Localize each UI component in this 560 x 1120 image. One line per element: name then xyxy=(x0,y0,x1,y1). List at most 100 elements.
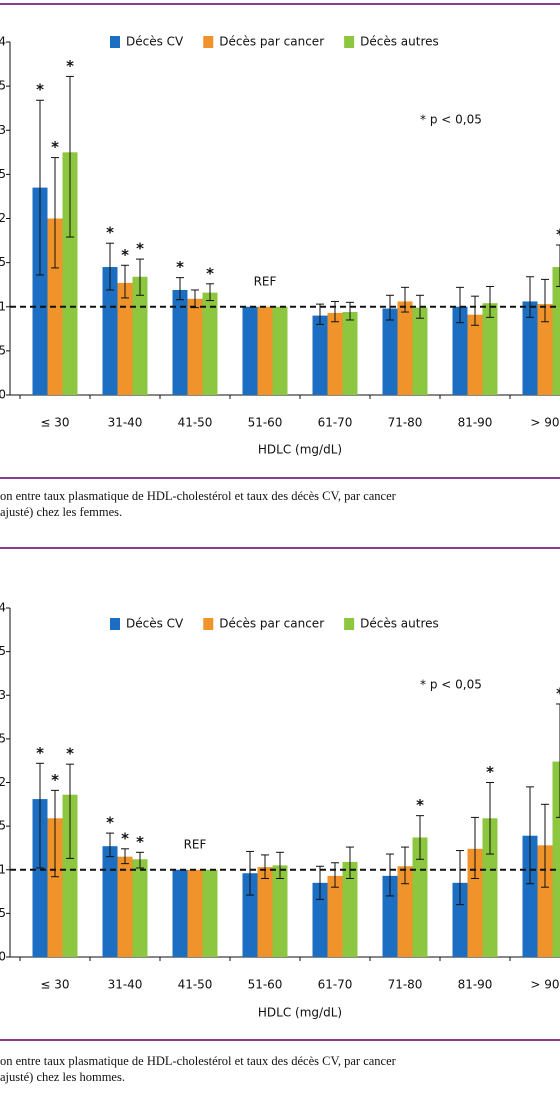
bar xyxy=(172,289,188,395)
bar xyxy=(117,282,133,395)
bar xyxy=(342,312,358,395)
significance-star: * xyxy=(556,684,560,702)
error-bar xyxy=(541,803,549,888)
note: * p < 0,05 xyxy=(420,678,482,692)
legend-swatch xyxy=(203,618,214,630)
x-tick-label: 71-80 xyxy=(388,978,423,992)
error-bar xyxy=(416,815,424,860)
error-bar xyxy=(261,854,269,879)
significance-star: * xyxy=(136,833,144,851)
error-bar xyxy=(526,786,534,885)
bar xyxy=(62,794,78,957)
bar xyxy=(552,267,560,395)
legend-swatch xyxy=(203,36,214,48)
bar xyxy=(382,308,398,395)
error-bar xyxy=(51,789,59,878)
bar xyxy=(312,315,328,395)
legend-swatch xyxy=(344,36,355,48)
error-bar xyxy=(456,850,464,906)
error-bar xyxy=(121,264,129,299)
ref-label: REF xyxy=(254,274,277,288)
error-bar xyxy=(526,276,534,318)
significance-star: * xyxy=(36,81,44,99)
x-tick-label: 31-40 xyxy=(108,978,143,992)
error-bar xyxy=(346,846,354,879)
significance-star: * xyxy=(121,829,129,847)
error-bar xyxy=(206,283,214,302)
error-bar xyxy=(471,295,479,326)
error-bar xyxy=(276,851,284,879)
bar xyxy=(327,875,343,957)
error-bar xyxy=(486,285,494,318)
error-bar xyxy=(471,816,479,879)
bar xyxy=(537,845,553,957)
y-tick-label: 3 xyxy=(0,688,6,702)
error-bar xyxy=(66,763,74,859)
x-tick-label: 41-50 xyxy=(178,416,213,430)
bar xyxy=(467,314,483,395)
significance-star: * xyxy=(556,225,560,243)
bar xyxy=(412,307,428,395)
error-bar xyxy=(136,258,144,296)
bar xyxy=(172,869,188,957)
y-tick-label: 2,5 xyxy=(0,731,6,745)
bar xyxy=(272,306,288,395)
significance-star: * xyxy=(51,138,59,156)
bar xyxy=(452,306,468,395)
x-tick-label: > 90 xyxy=(530,978,559,992)
bar xyxy=(47,818,63,957)
legend-label: Décès par cancer xyxy=(219,35,324,49)
error-bar xyxy=(106,832,114,858)
bar xyxy=(397,301,413,395)
caption: on entre taux plasmatique de HDL-cholest… xyxy=(0,1054,397,1068)
bar xyxy=(272,865,288,957)
y-tick-label: 2,5 xyxy=(0,167,6,181)
y-tick-label: 3,5 xyxy=(0,644,6,658)
y-tick-label: 4 xyxy=(0,35,6,49)
bar xyxy=(62,152,78,395)
significance-star: * xyxy=(486,763,494,781)
legend-label: Décès autres xyxy=(360,35,439,49)
x-axis-title: HDLC (mg/dL) xyxy=(258,1006,342,1020)
legend-swatch xyxy=(110,36,120,48)
bar xyxy=(257,867,273,957)
error-bar xyxy=(331,300,339,323)
bar xyxy=(132,859,148,957)
error-bar xyxy=(36,762,44,869)
significance-star: * xyxy=(106,814,114,832)
significance-star: * xyxy=(66,745,74,763)
y-tick-label: 2 xyxy=(0,775,6,789)
bar xyxy=(522,835,538,957)
x-tick-label: ≤ 30 xyxy=(40,978,69,992)
x-tick-label: ≤ 30 xyxy=(40,416,69,430)
caption: on entre taux plasmatique de HDL-cholest… xyxy=(0,489,397,503)
bar xyxy=(397,866,413,957)
significance-star: * xyxy=(36,744,44,762)
error-bar xyxy=(121,848,129,865)
bar xyxy=(257,306,273,395)
error-bar xyxy=(106,242,114,291)
legend-label: Décès autres xyxy=(360,617,439,631)
y-tick-label: 0 xyxy=(0,950,6,964)
y-tick-label: 3,5 xyxy=(0,79,6,93)
x-tick-label: 81-90 xyxy=(458,416,493,430)
bar xyxy=(117,856,133,957)
bar xyxy=(342,861,358,957)
bar xyxy=(327,312,343,395)
ref-label: REF xyxy=(184,837,207,851)
y-tick-label: 0,5 xyxy=(0,906,6,920)
error-bar xyxy=(556,703,560,818)
x-tick-label: 31-40 xyxy=(108,416,143,430)
y-tick-label: 1 xyxy=(0,862,6,876)
y-tick-label: 0,5 xyxy=(0,343,6,357)
error-bar xyxy=(316,865,324,900)
significance-star: * xyxy=(176,258,184,276)
bar xyxy=(202,292,218,395)
error-bar xyxy=(346,301,354,321)
error-bar xyxy=(401,846,409,885)
caption: ajusté) chez les hommes. xyxy=(0,1070,125,1084)
error-bar xyxy=(176,277,184,301)
bar xyxy=(482,818,498,957)
x-tick-label: > 90 xyxy=(530,416,559,430)
x-tick-label: 61-70 xyxy=(318,978,353,992)
